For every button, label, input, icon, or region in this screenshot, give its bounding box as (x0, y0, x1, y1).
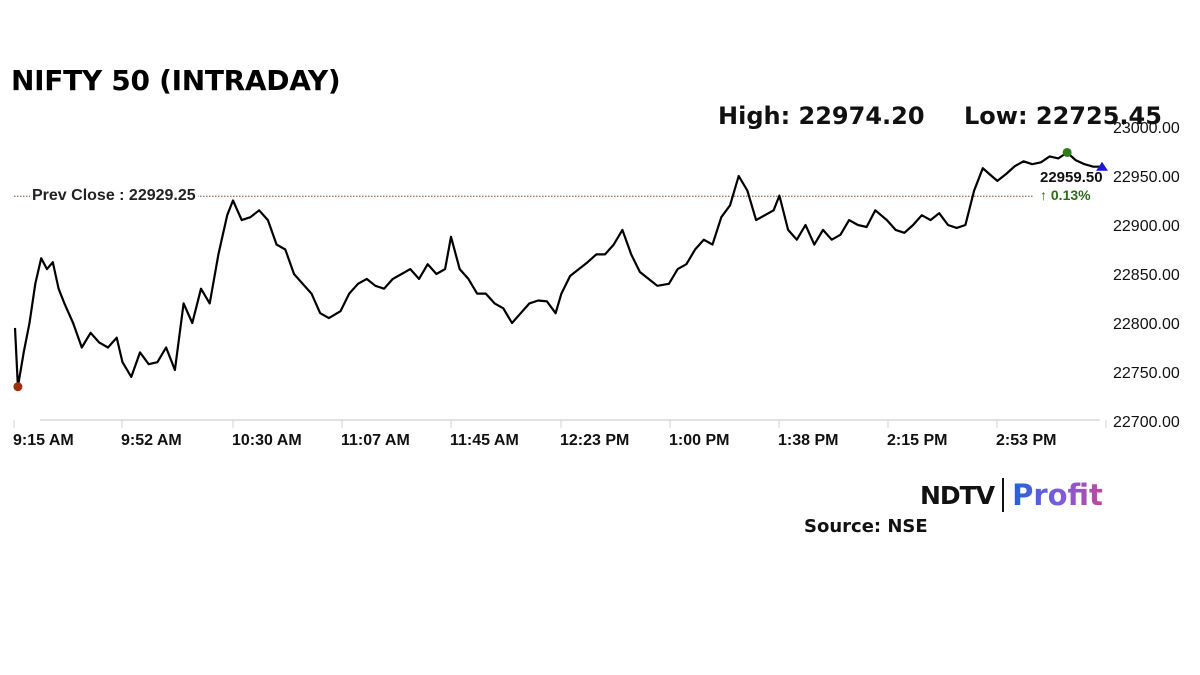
y-axis: 23000.00 22950.00 22900.00 22850.00 22800.00… (1113, 120, 1180, 431)
last-price-value: 22959.50 (1040, 169, 1103, 186)
low-marker (13, 382, 23, 392)
prev-close-label: Prev Close : 22929.25 (30, 187, 198, 205)
x-tick-label: 9:52 AM (121, 432, 182, 449)
high-marker (1062, 147, 1072, 157)
logo-divider (1002, 478, 1005, 512)
last-price-marker (1096, 161, 1108, 171)
ndtv-profit-logo: NDTV Profit (920, 478, 1103, 512)
logo-profit-text: Profit (1012, 478, 1103, 512)
last-price-box: 22959.50 ↑ 0.13% (1040, 169, 1103, 203)
y-tick-label: 22950.00 (1113, 169, 1180, 186)
x-tick-label: 12:23 PM (560, 432, 629, 449)
x-tick-label: 1:38 PM (778, 432, 838, 449)
y-tick-label: 22700.00 (1113, 414, 1180, 431)
x-tick-label: 2:53 PM (996, 432, 1056, 449)
x-tick-label: 11:07 AM (341, 432, 410, 449)
price-line (13, 151, 1102, 388)
y-tick-label: 22850.00 (1113, 267, 1180, 284)
y-tick-label: 22800.00 (1113, 316, 1180, 333)
x-tick-label: 2:15 PM (887, 432, 947, 449)
change-percent: ↑ 0.13% (1040, 187, 1091, 203)
logo-ndtv-text: NDTV (920, 480, 995, 510)
chart-title: NIFTY 50 (INTRADAY) (11, 64, 341, 97)
x-tick-label: 10:30 AM (232, 432, 302, 449)
y-tick-label: 22900.00 (1113, 218, 1180, 235)
x-tick-label: 11:45 AM (450, 432, 519, 449)
source-label: Source: NSE (804, 516, 928, 537)
x-tick-label: 1:00 PM (669, 432, 729, 449)
y-tick-label: 23000.00 (1113, 120, 1180, 137)
x-tick-label: 9:15 AM (13, 432, 74, 449)
x-axis: 9:15 AM 9:52 AM 10:30 AM 11:07 AM 11:45 AM 12… (13, 419, 1107, 449)
high-label: High: 22974.20 (718, 102, 925, 130)
low-label: Low: 22725.45 (964, 102, 1162, 130)
y-tick-label: 22750.00 (1113, 365, 1180, 382)
